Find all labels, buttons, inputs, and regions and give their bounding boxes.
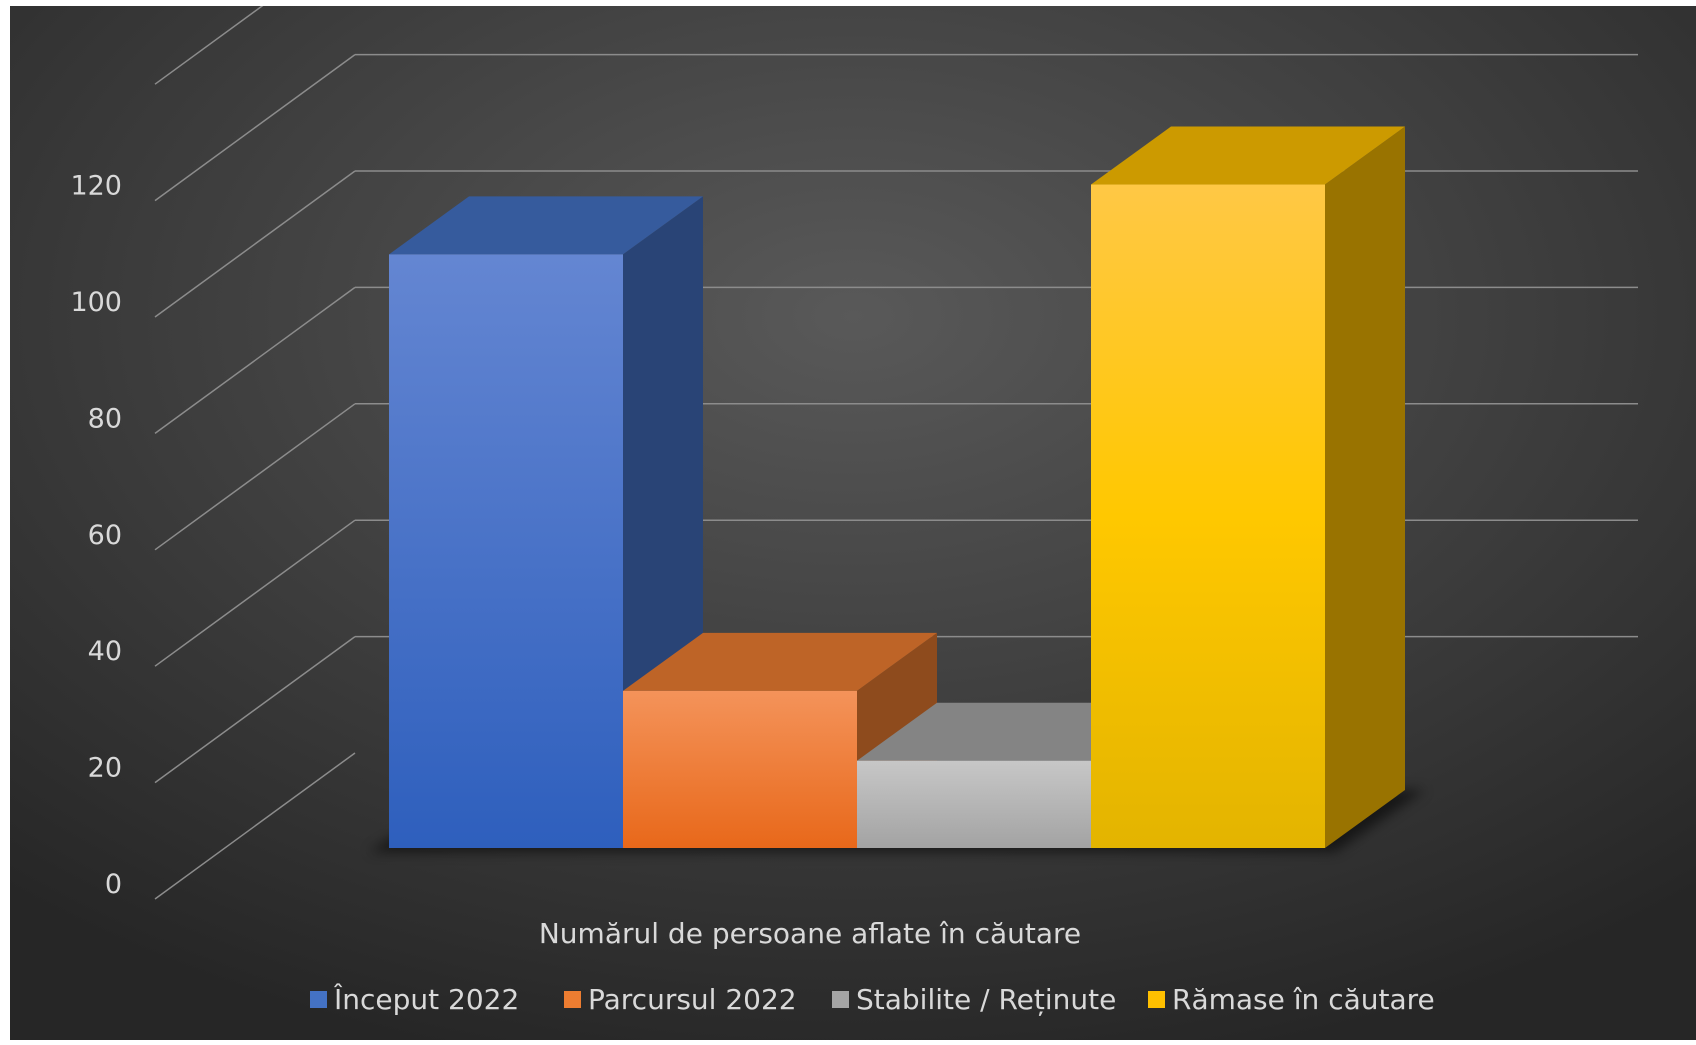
bar-front	[1091, 184, 1325, 848]
gridline	[154, 170, 1638, 318]
legend-item: Stabilite / Reținute	[832, 983, 1116, 1016]
bar-front	[389, 254, 623, 849]
bar-top	[389, 196, 703, 255]
bar-side	[1325, 126, 1405, 848]
legend-item: Rămase în căutare	[1148, 983, 1435, 1016]
y-tick-label: 0	[105, 869, 122, 900]
legend-item: Început 2022	[310, 982, 519, 1016]
legend-swatch	[564, 991, 581, 1008]
gridline	[154, 0, 272, 85]
legend-swatch	[310, 991, 327, 1008]
y-tick-label: 120	[70, 171, 122, 202]
chart-frame: 0 20 40 60 80 100 120 Numărul de persoane afla…	[10, 0, 1696, 1040]
chart-canvas: 0 20 40 60 80 100 120 Numărul de persoane afla…	[10, 0, 1696, 1040]
bar	[623, 632, 937, 848]
bar-top	[623, 632, 937, 691]
y-tick-label: 20	[88, 753, 122, 784]
legend-swatch	[832, 991, 849, 1008]
chart-background	[10, 6, 1696, 1040]
y-tick-label: 40	[88, 636, 122, 667]
gridline	[154, 752, 356, 900]
legend-label: Rămase în căutare	[1172, 983, 1435, 1016]
legend-item: Parcursul 2022	[564, 983, 797, 1016]
legend-label: Parcursul 2022	[588, 983, 797, 1016]
y-axis-ticks: 0 20 40 60 80 100 120	[70, 171, 122, 900]
bar-top	[1091, 126, 1405, 185]
bar	[1091, 126, 1405, 848]
bar-front	[623, 690, 857, 848]
y-tick-label: 80	[88, 403, 122, 434]
legend: Început 2022 Parcursul 2022 Stabilite / Re…	[310, 982, 1435, 1016]
bar-front	[857, 760, 1091, 848]
legend-label: Început 2022	[333, 982, 519, 1016]
legend-swatch	[1148, 991, 1165, 1008]
gridline	[154, 53, 1638, 202]
y-tick-label: 100	[70, 287, 122, 318]
bars	[369, 126, 1425, 852]
legend-label: Stabilite / Reținute	[856, 983, 1116, 1016]
x-axis-label: Numărul de persoane aflate în căutare	[539, 917, 1081, 950]
y-tick-label: 60	[88, 520, 122, 551]
